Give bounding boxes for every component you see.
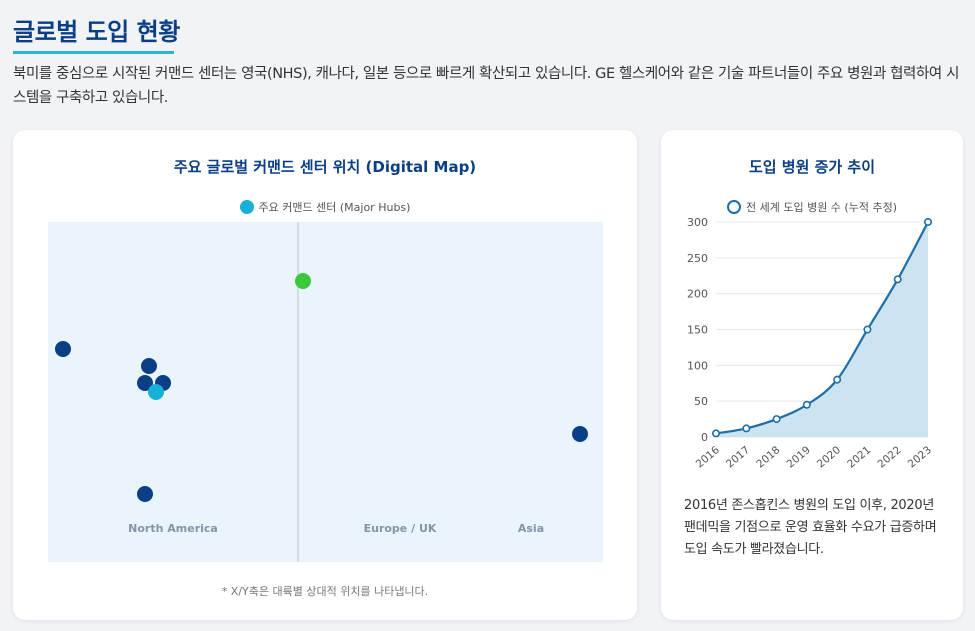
map-legend-label: 주요 커맨드 센터 (Major Hubs): [258, 201, 411, 214]
region-label-north-america: North America: [128, 522, 218, 535]
data-point: [772, 415, 781, 424]
data-point: [802, 400, 811, 409]
hub-marker[interactable]: [137, 486, 153, 502]
data-point: [711, 429, 720, 438]
map-plot-area: North America Europe / UK Asia: [48, 222, 603, 562]
trend-legend[interactable]: 전 세계 도입 병원 수 (누적 추정): [661, 199, 963, 215]
x-tick-label: 2017: [724, 444, 752, 470]
y-tick-label: 300: [687, 216, 708, 229]
hub-legend-marker: [239, 200, 254, 214]
y-tick-label: 250: [687, 252, 708, 265]
trend-card-title: 도입 병원 증가 추이: [748, 158, 876, 176]
region-label-europe-uk: Europe / UK: [363, 522, 437, 535]
map-legend[interactable]: 주요 커맨드 센터 (Major Hubs): [13, 199, 637, 215]
data-point: [923, 218, 932, 227]
trend-card: 도입 병원 증가 추이 전 세계 도입 병원 수 (누적 추정) 0 50 100 1…: [661, 130, 963, 620]
x-tick-label: 2022: [875, 444, 903, 470]
data-point: [833, 375, 842, 384]
hub-marker-highlight[interactable]: [148, 384, 164, 400]
map-card-title: 주요 글로벌 커맨드 센터 위치 (Digital Map): [173, 158, 477, 176]
series-legend-marker: [726, 200, 741, 214]
x-tick-label: 2018: [754, 444, 782, 470]
hub-marker[interactable]: [55, 341, 71, 357]
trend-legend-label: 전 세계 도입 병원 수 (누적 추정): [745, 201, 897, 214]
x-tick-label: 2021: [845, 444, 873, 470]
hub-marker[interactable]: [141, 358, 157, 374]
y-tick-label: 100: [687, 359, 708, 372]
hub-marker-asia[interactable]: [572, 426, 588, 442]
global-map-card: 주요 글로벌 커맨드 센터 위치 (Digital Map) 주요 커맨드 센터…: [13, 130, 637, 620]
intro-text: 북미를 중심으로 시작된 커맨드 센터는 영국(NHS), 캐나다, 일본 등으…: [13, 66, 960, 106]
region-label-asia: Asia: [517, 522, 545, 535]
y-tick-label: 200: [687, 288, 708, 301]
hub-marker-uk[interactable]: [295, 273, 311, 289]
page-title: 글로벌 도입 현황: [13, 18, 180, 46]
data-point: [742, 424, 751, 433]
data-point: [893, 275, 902, 284]
y-tick-label: 150: [687, 324, 708, 337]
map-footnote: * X/Y축은 대륙별 상대적 위치를 나타냅니다.: [221, 585, 429, 598]
y-tick-label: 0: [701, 431, 708, 444]
x-tick-label: 2020: [815, 444, 843, 470]
map-divider: [297, 222, 299, 562]
x-tick-label: 2016: [694, 444, 722, 471]
y-tick-label: 50: [694, 395, 708, 408]
trend-description: 2016년 존스홉킨스 병원의 도입 이후, 2020년 팬데믹을 기점으로 운…: [684, 498, 937, 557]
x-tick-label: 2019: [785, 444, 813, 470]
title-underline: [13, 51, 174, 54]
x-tick-label: 2023: [906, 444, 934, 470]
data-point: [863, 325, 872, 334]
series-area: [716, 222, 928, 437]
